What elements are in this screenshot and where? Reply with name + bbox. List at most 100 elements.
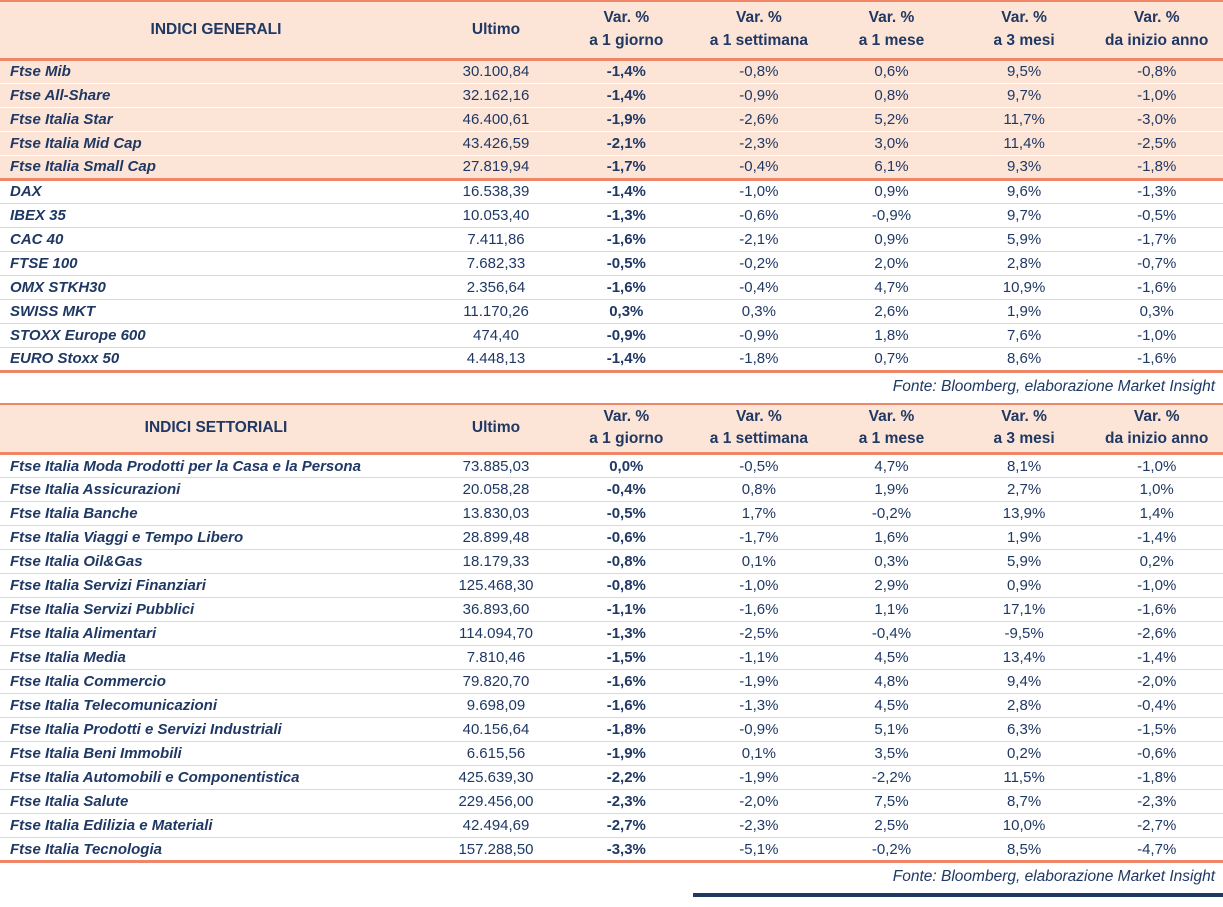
col-header-var-1-settimana: Var. % a 1 settimana (692, 402, 826, 455)
index-name: DAX (0, 177, 432, 203)
value-cell: -0,8% (1090, 59, 1223, 83)
value-cell: -2,2% (560, 765, 693, 790)
value-cell: -0,9% (825, 202, 958, 227)
value-cell: -0,4% (560, 477, 693, 502)
value-cell: 7.810,46 (432, 645, 560, 670)
value-cell: -0,9% (692, 322, 826, 347)
value-cell: 16.538,39 (432, 177, 560, 203)
index-name: CAC 40 (0, 226, 432, 251)
value-cell: -1,0% (692, 177, 826, 203)
value-cell: 6,1% (825, 154, 958, 179)
value-cell: -0,8% (692, 59, 826, 83)
value-cell: 5,9% (957, 226, 1091, 251)
value-cell: -0,5% (739, 457, 779, 475)
value-cell: 11,4% (957, 130, 1091, 155)
index-name: Ftse Italia Oil&Gas (0, 549, 432, 574)
value-cell: 1,7% (692, 501, 826, 526)
table-row: STOXX Europe 600 474,40 -0,9% -0,9% 1,8% 7,6%… (0, 322, 1223, 347)
value-cell: 73.885,03 (462, 457, 530, 475)
value-cell: -0,5% (560, 501, 693, 526)
table-title-indici-settoriali: INDICI SETTORIALI (0, 402, 432, 455)
table-row: Ftse Italia Telecomunicazioni 9.698,09 -1,… (0, 693, 1223, 718)
table-title-indici-generali: INDICI GENERALI (0, 0, 432, 61)
table-row: FTSE 100 7.682,33 -0,5% -0,2% 2,0% 2,8% -0,7% (0, 250, 1223, 275)
value-cell: -0,8% (560, 549, 693, 574)
value-cell: -2,1% (560, 130, 693, 155)
index-name: Ftse Italia Servizi Finanziari (0, 573, 432, 598)
col-header-var-1-giorno: Var. % a 1 giorno (560, 402, 693, 455)
value-cell: -1,6% (1090, 274, 1223, 299)
value-cell: -1,6% (560, 226, 693, 251)
col-header-var-1-mese: Var. % a 1 mese (825, 402, 958, 455)
value-cell: 0,2% (957, 741, 1091, 766)
indici-generali-table: INDICI GENERALI Ultimo Var. % a 1 giorno … (0, 0, 1223, 373)
table-row: Ftse Italia Banche 13.830,03 -0,5% 1,7% -0,2… (0, 501, 1223, 526)
col-header-var-inizio-anno: Var. % da inizio anno (1090, 402, 1223, 455)
value-cell: 0,3% (1090, 298, 1223, 323)
indici-settoriali-header: INDICI SETTORIALI Ultimo Var. % a 1 giorn… (0, 402, 1223, 455)
value-cell: -1,6% (692, 597, 826, 622)
value-cell: 7,5% (825, 789, 958, 814)
value-cell: 1,9% (825, 477, 958, 502)
source-note: Fonte: Bloomberg, elaborazione Market In… (892, 868, 1215, 885)
value-cell: 425.639,30 (432, 765, 560, 790)
value-cell: -0,5% (1090, 202, 1223, 227)
col-header-var-3-mesi: Var. % a 3 mesi (957, 402, 1091, 455)
value-cell: -2,7% (560, 813, 693, 838)
value-cell: 10,0% (957, 813, 1091, 838)
value-cell: 0,3% (560, 298, 693, 323)
value-cell: 9,7% (957, 82, 1091, 107)
value-cell: 0,9% (825, 226, 958, 251)
col-header-var-inizio-anno: Var. % da inizio anno (1090, 0, 1223, 61)
value-cell: -1,3% (1090, 177, 1223, 203)
value-cell: 11,5% (957, 765, 1091, 790)
value-cell: -1,8% (1090, 765, 1223, 790)
value-cell: 474,40 (432, 322, 560, 347)
value-cell: 13,9% (957, 501, 1091, 526)
value-cell: -2,0% (1090, 669, 1223, 694)
value-cell: 40.156,64 (432, 717, 560, 742)
value-cell: -0,8% (560, 573, 693, 598)
value-cell: -3,3% (560, 837, 693, 863)
value-cell: -2,3% (692, 813, 826, 838)
value-cell: 30.100,84 (432, 59, 560, 83)
value-cell: 1,8% (825, 322, 958, 347)
index-name: Ftse Italia Viaggi e Tempo Libero (0, 525, 432, 550)
value-cell: -2,6% (692, 106, 826, 131)
value-cell: 4,7% (825, 274, 958, 299)
value-cell: 11.170,26 (432, 298, 560, 323)
value-cell: -1,4% (560, 346, 693, 373)
value-cell: 1,0% (1090, 477, 1223, 502)
value-cell: -2,3% (692, 130, 826, 155)
value-cell: -0,2% (692, 250, 826, 275)
value-cell: -1,4% (560, 59, 693, 83)
table-row: Ftse Mib 30.100,84 -1,4% -0,8% 0,6% 9,5% -0,8% (0, 59, 1223, 83)
value-cell: 10.053,40 (432, 202, 560, 227)
value-cell: 1,9% (957, 525, 1091, 550)
index-name: Ftse Italia Servizi Pubblici (0, 597, 432, 622)
value-cell: 2,8% (957, 693, 1091, 718)
value-cell: -0,6% (1090, 741, 1223, 766)
table-row: Ftse Italia Salute 229.456,00 -2,3% -2,0% 7,… (0, 789, 1223, 814)
table-row: SWISS MKT 11.170,26 0,3% 0,3% 2,6% 1,9% 0,3% (0, 298, 1223, 323)
value-cell: -1,6% (560, 693, 693, 718)
value-cell: 157.288,50 (432, 837, 560, 863)
table-row: Ftse Italia Mid Cap 43.426,59 -2,1% -2,3% 3,… (0, 130, 1223, 155)
value-cell: 2,7% (957, 477, 1091, 502)
value-cell: 7.411,86 (432, 226, 560, 251)
value-cell: -2,2% (825, 765, 958, 790)
value-cell: -1,6% (560, 669, 693, 694)
table-row: Ftse Italia Moda Prodotti per la Casa e … (0, 454, 1223, 478)
value-cell: -1,4% (560, 82, 693, 107)
value-cell: -1,8% (560, 717, 693, 742)
value-cell: -1,7% (1090, 226, 1223, 251)
value-cell: 0,7% (825, 346, 958, 373)
value-cell: 27.819,94 (432, 154, 560, 179)
index-name: Ftse Italia Edilizia e Materiali (0, 813, 432, 838)
index-name: Ftse Italia Prodotti e Servizi Industria… (0, 717, 432, 742)
indici-generali-body: Ftse Mib 30.100,84 -1,4% -0,8% 0,6% 9,5% -0,8%… (0, 59, 1223, 373)
value-cell: -0,4% (1090, 693, 1223, 718)
value-cell: 2.356,64 (432, 274, 560, 299)
value-cell: 4,5% (825, 645, 958, 670)
value-cell: -0,9% (692, 82, 826, 107)
